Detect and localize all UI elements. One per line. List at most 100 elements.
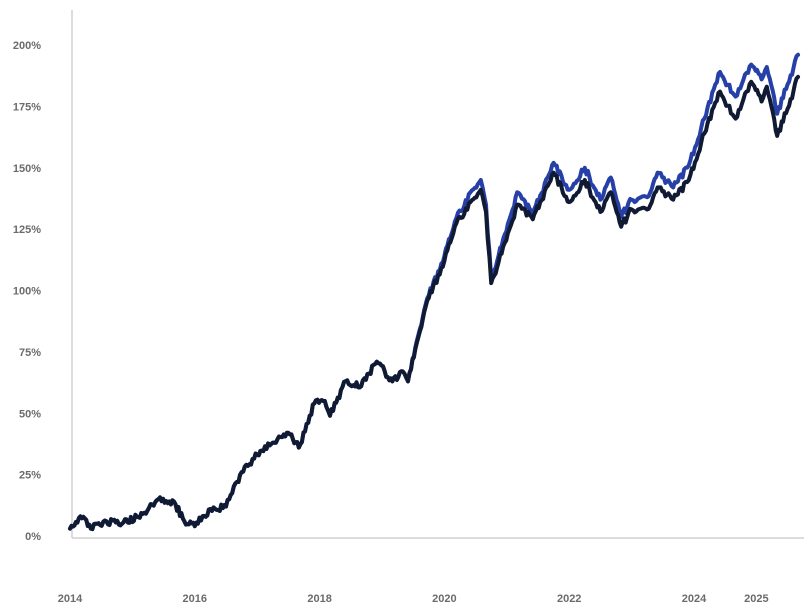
data-point: [375, 359, 379, 364]
data-point: [759, 77, 764, 82]
data-point: [796, 53, 800, 57]
data-point: [172, 499, 176, 504]
series-line-2: [68, 74, 800, 532]
data-point: [141, 512, 145, 516]
data-point: [567, 200, 571, 204]
data-point: [78, 514, 83, 519]
data-point: [749, 80, 753, 84]
data-point: [224, 504, 228, 509]
data-point: [655, 185, 660, 190]
y-tick-label: 150%: [13, 163, 41, 175]
data-point: [104, 519, 109, 524]
data-point: [775, 111, 779, 116]
data-point: [785, 107, 790, 111]
data-point: [484, 210, 488, 214]
y-tick-labels: 0% 25% 50% 75% 100% 125% 150% 175% 200%: [13, 40, 41, 543]
data-point: [583, 178, 587, 182]
data-point: [645, 207, 649, 212]
data-point: [718, 89, 722, 94]
data-point: [702, 116, 707, 121]
data-point: [702, 131, 707, 136]
data-point: [323, 399, 327, 403]
data-point: [239, 470, 244, 474]
y-tick-label: 50%: [19, 408, 41, 420]
data-point: [759, 99, 764, 104]
data-point: [208, 507, 213, 511]
data-point: [567, 188, 571, 192]
y-tick-label: 25%: [19, 470, 41, 482]
data-point: [255, 453, 259, 457]
x-tick-labels: 2014 2016 2018 2020 2022 2024 2025: [58, 593, 769, 603]
data-point: [687, 163, 691, 168]
data-point: [427, 296, 431, 300]
data-point: [598, 197, 603, 202]
data-point: [671, 197, 675, 202]
data-point: [718, 70, 722, 74]
data-point: [749, 62, 753, 67]
x-tick-label: 2025: [744, 593, 768, 603]
data-point: [671, 185, 675, 190]
data-point: [401, 369, 405, 374]
data-point: [468, 190, 473, 195]
data-point: [775, 134, 779, 138]
data-point: [551, 170, 556, 175]
data-point: [453, 224, 457, 229]
data-point: [479, 188, 483, 192]
data-point: [271, 440, 275, 445]
data-point: [193, 524, 197, 528]
data-point: [598, 210, 603, 214]
x-tick-label: 2018: [307, 593, 331, 603]
x-tick-label: 2014: [58, 593, 83, 603]
data-point: [515, 202, 519, 207]
data-point: [468, 200, 473, 204]
y-tick-label: 0%: [25, 531, 41, 543]
data-point: [733, 94, 738, 99]
data-point: [479, 178, 483, 182]
data-point: [629, 207, 634, 212]
data-point: [619, 224, 623, 229]
data-point: [120, 521, 124, 526]
data-point: [343, 379, 348, 384]
series-lines: [68, 52, 800, 532]
data-point: [609, 190, 613, 195]
data-point: [286, 431, 291, 435]
data-point: [629, 197, 634, 202]
data-point: [359, 384, 364, 389]
data-point: [406, 379, 410, 384]
data-point: [416, 335, 421, 339]
data-point: [312, 401, 317, 406]
data-point: [499, 251, 504, 256]
data-point: [687, 178, 691, 182]
data-point: [515, 190, 519, 195]
data-point: [765, 84, 769, 89]
data-point: [489, 281, 494, 285]
data-point: [583, 165, 587, 170]
y-tick-label: 100%: [13, 286, 41, 298]
data-point: [655, 170, 660, 175]
data-point: [68, 526, 72, 531]
data-point: [531, 217, 535, 222]
data-point: [765, 65, 769, 69]
axes: [71, 10, 804, 539]
data-point: [733, 116, 738, 121]
x-tick-label: 2020: [432, 593, 456, 603]
data-point: [442, 259, 447, 263]
data-point: [297, 445, 301, 450]
data-point: [89, 526, 93, 531]
x-tick-label: 2024: [682, 593, 707, 603]
data-point: [182, 519, 187, 524]
data-point: [328, 413, 332, 418]
y-tick-label: 125%: [13, 224, 41, 236]
data-point: [390, 379, 395, 384]
data-point: [551, 161, 556, 165]
data-point: [156, 497, 161, 501]
data-point: [609, 175, 613, 180]
x-tick-label: 2022: [557, 593, 581, 603]
y-tick-label: 200%: [13, 40, 41, 52]
x-tick-label: 2016: [183, 593, 207, 603]
data-point: [796, 75, 800, 79]
data-point: [785, 82, 790, 87]
data-point: [645, 195, 649, 200]
